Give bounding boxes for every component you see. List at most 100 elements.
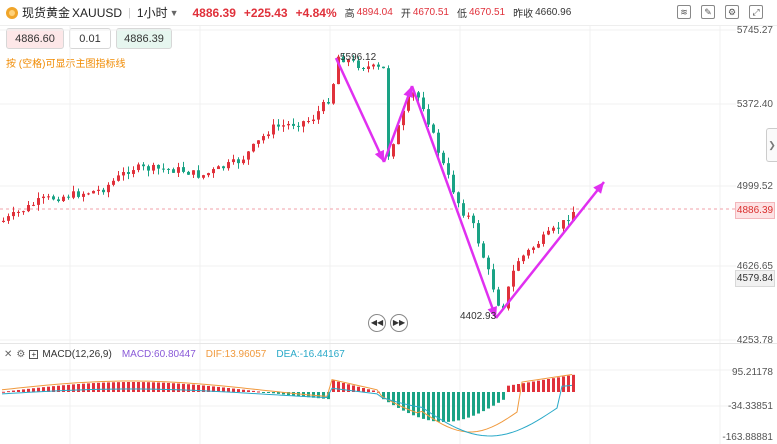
sell-price-button[interactable]: 4886.60 [6, 28, 64, 49]
macd-name[interactable]: MACD(12,26,9) [42, 349, 112, 360]
macd-bar [127, 382, 130, 392]
macd-bar [187, 384, 190, 392]
candle-body [267, 134, 270, 137]
candle-body [27, 205, 30, 212]
candle-body [292, 123, 295, 126]
macd-bar [77, 384, 80, 392]
macd-bar [362, 388, 365, 392]
macd-bar [472, 392, 475, 416]
candle-body [22, 211, 25, 213]
plus-icon[interactable]: + [29, 350, 39, 359]
macd-bar [282, 392, 285, 395]
candle-body [527, 249, 530, 256]
macd-bar [487, 392, 490, 409]
lot-size-input[interactable]: 0.01 [69, 28, 111, 49]
candle-body [217, 166, 220, 170]
candle-body [182, 167, 185, 172]
trend-arrow-segment [410, 85, 498, 319]
candle-body [307, 121, 310, 123]
candle-body [357, 60, 360, 69]
instrument-symbol[interactable]: XAUUSD [72, 5, 123, 20]
candle-body [192, 170, 195, 175]
candle-body [397, 125, 400, 145]
instrument-title[interactable]: 现货黄金 [22, 6, 71, 20]
low-label: 低 [456, 9, 467, 20]
macd-bar [152, 382, 155, 392]
candle-body [532, 247, 535, 250]
candle-body [207, 173, 210, 176]
candle-body [237, 159, 240, 164]
candle-body [442, 152, 445, 164]
candle-body [122, 172, 125, 176]
macd-bar [502, 392, 505, 400]
candle-body [47, 196, 50, 198]
dif-line [1, 374, 573, 433]
side-panel-toggle[interactable]: ❯ [766, 128, 777, 162]
macd-bar [172, 383, 175, 392]
high-annotation: 5596.12 [340, 52, 377, 63]
macd-bar [547, 379, 550, 392]
candle-body [572, 211, 575, 222]
macd-tick-2: -34.33851 [727, 401, 773, 412]
low-annotation: 4402.93 [460, 311, 497, 322]
candle-body [152, 164, 155, 171]
collapse-icon[interactable]: ✕ [4, 349, 13, 360]
trend-arrow-head [374, 149, 384, 162]
candle-body [187, 171, 190, 175]
candle-body [537, 243, 540, 248]
candle-body [492, 269, 495, 290]
candle-body [147, 166, 150, 171]
scroll-forward-button[interactable]: ▶▶ [390, 314, 408, 332]
macd-bar [387, 392, 390, 403]
axis-tick-1: 5745.27 [736, 25, 773, 36]
candle-body [127, 172, 130, 174]
settings-icon[interactable]: ⚙ [725, 5, 739, 19]
candle-body [92, 190, 95, 194]
candle-body [202, 175, 205, 178]
candle-body [137, 164, 140, 171]
scroll-back-button[interactable]: ◀◀ [368, 314, 386, 332]
macd-bar [402, 392, 405, 411]
macd-bar [117, 382, 120, 392]
macd-bar [17, 389, 20, 392]
quick-order-bar: 4886.60 0.01 4886.39 [6, 28, 172, 49]
macd-bar [522, 383, 525, 392]
chevron-down-icon[interactable]: ▼ [169, 7, 179, 18]
macd-bar [557, 377, 560, 392]
candle-body [177, 167, 180, 173]
chart-toolbar: ≋ ✎ ⚙ ⤢ [677, 5, 763, 19]
candle-body [142, 164, 145, 167]
macd-bar [97, 382, 100, 392]
candle-body [427, 109, 430, 125]
candle-body [312, 119, 315, 122]
gear-icon[interactable]: ⚙ [16, 349, 26, 360]
candle-body [327, 102, 330, 104]
interval-selector[interactable]: 1小时 [136, 6, 168, 20]
indicator-hint: 按 (空格)可显示主图指标线 [6, 59, 126, 70]
draw-tool-icon[interactable]: ✎ [701, 5, 715, 19]
candle-body [342, 56, 345, 63]
candle-body [392, 144, 395, 157]
candle-body [57, 199, 60, 202]
macd-bar [257, 391, 260, 393]
grid-lines [0, 26, 736, 444]
macd-bar [72, 384, 75, 392]
candle-body [252, 143, 255, 152]
candle-body [112, 180, 115, 185]
candle-body [282, 125, 285, 127]
candle-body [467, 215, 470, 217]
candle-body [372, 64, 375, 67]
macd-bar [492, 392, 495, 406]
indicator-icon[interactable]: ≋ [677, 5, 691, 19]
buy-price-button[interactable]: 4886.39 [116, 28, 172, 49]
macd-bar [482, 392, 485, 412]
macd-bar [222, 387, 225, 392]
macd-bar [262, 392, 265, 393]
macd-bar [337, 381, 340, 392]
macd-bar [167, 382, 170, 392]
macd-bar [232, 388, 235, 392]
candle-body [382, 66, 385, 69]
candle-body [287, 123, 290, 126]
fullscreen-icon[interactable]: ⤢ [749, 5, 763, 19]
